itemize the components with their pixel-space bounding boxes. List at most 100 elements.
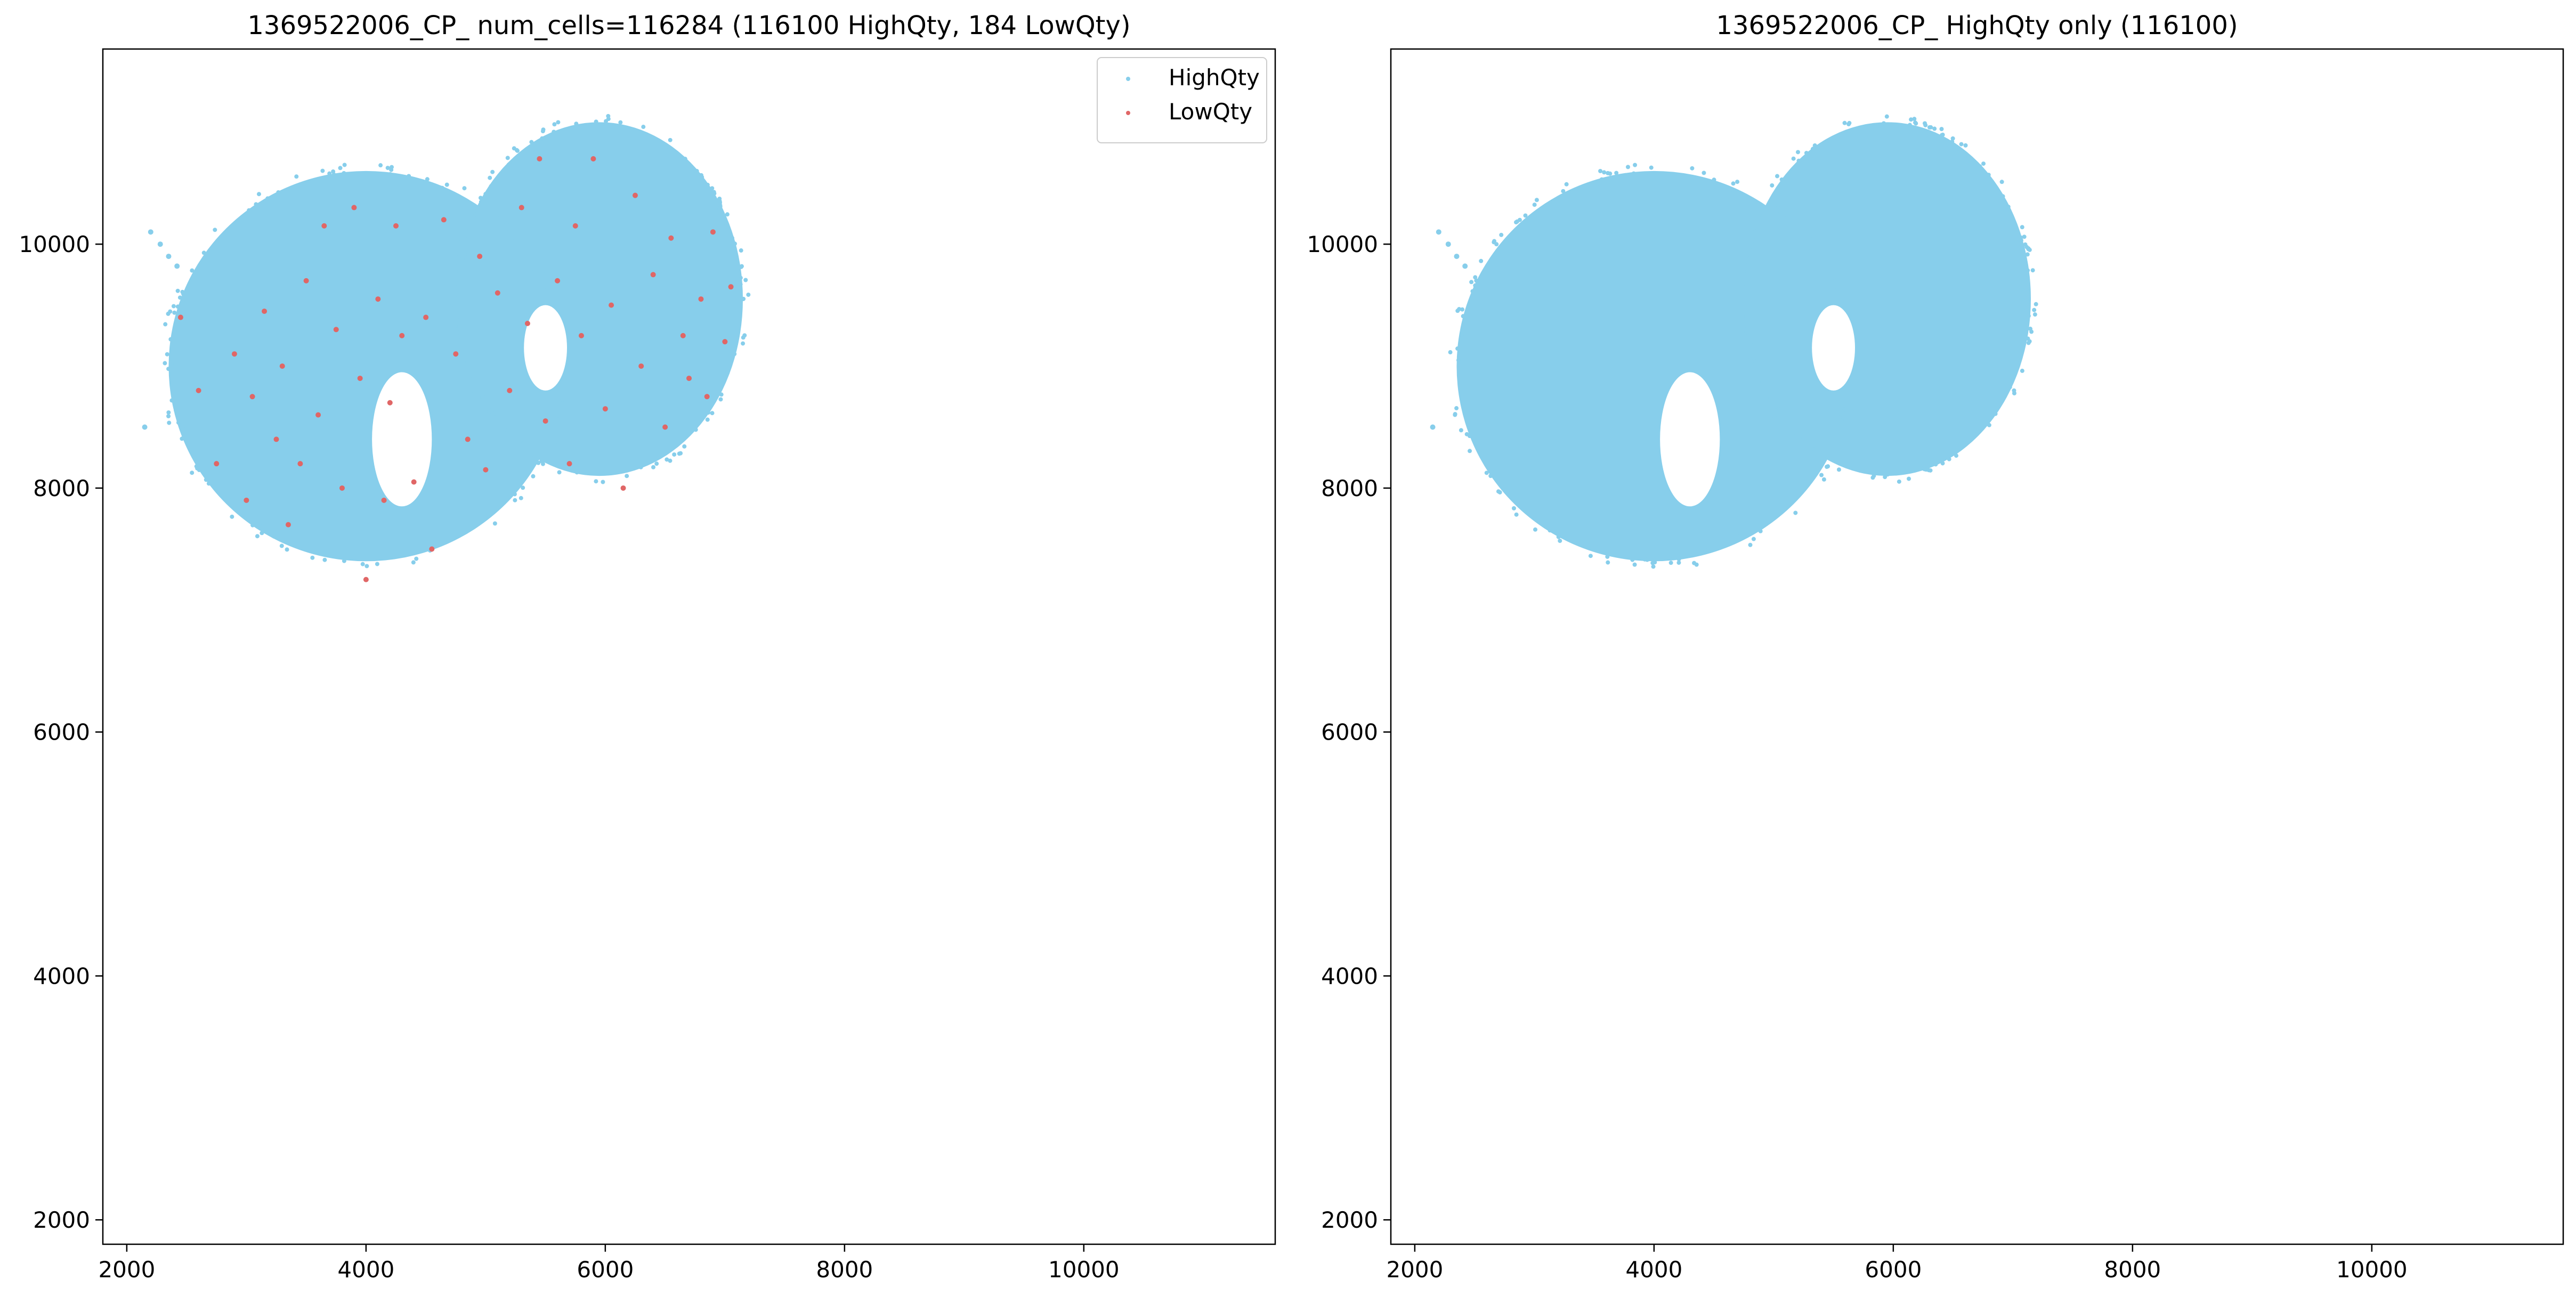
highqty-point [457, 287, 461, 292]
highqty-point [1689, 549, 1694, 554]
highqty-point [1474, 278, 1479, 283]
highqty-point [278, 536, 282, 540]
lowqty-point [339, 485, 345, 491]
highqty-point [1825, 464, 1829, 469]
highqty-point [1533, 527, 1538, 532]
highqty-point [513, 498, 517, 502]
highqty-point [1463, 398, 1468, 403]
highqty-point [322, 557, 327, 562]
highqty-point [2025, 252, 2030, 257]
highqty-point [166, 367, 171, 371]
highqty-point [1923, 121, 1927, 126]
lowqty-point [620, 485, 626, 491]
lowqty-point [542, 418, 548, 424]
highqty-point [458, 198, 463, 203]
highqty-point [1898, 469, 1902, 474]
x-tick-label: 2000 [98, 1257, 155, 1283]
highqty-point [247, 208, 252, 213]
highqty-point [462, 186, 467, 191]
lowqty-point [602, 406, 608, 412]
lowqty-point [387, 400, 393, 406]
highqty-point [1821, 477, 1826, 482]
y-tick-label: 6000 [33, 719, 90, 745]
left-legend: HighQty LowQty [1097, 57, 1267, 143]
highqty-point [1474, 438, 1479, 443]
highqty-point [1854, 355, 1859, 360]
highqty-point [1812, 143, 1817, 148]
highqty-point [1455, 309, 1460, 313]
highqty-point [556, 120, 561, 125]
highqty-point [342, 171, 346, 175]
highqty-point [1824, 140, 1829, 144]
highqty-point [256, 192, 261, 197]
highqty-point [1760, 378, 1764, 383]
highqty-point [1910, 468, 1915, 473]
highqty-point [1831, 136, 1836, 141]
y-tick-label: 10000 [19, 231, 90, 257]
highqty-point [1741, 336, 1746, 341]
highqty-point [1831, 275, 1836, 280]
lowqty-point [333, 327, 339, 333]
highqty-point [1748, 248, 1753, 253]
right-scatter-chart: 1369522006_CP_ HighQty only (116100) 2000… [1307, 11, 2564, 1283]
highqty-point [1993, 411, 1998, 416]
highqty-point [1602, 170, 1607, 175]
highqty-point [1494, 242, 1499, 247]
right-lobe-region [456, 122, 743, 476]
highqty-point [459, 258, 464, 263]
highqty-point [1473, 275, 1478, 280]
highqty-point [606, 471, 611, 475]
highqty-point [1856, 377, 1860, 382]
highqty-point [375, 562, 379, 566]
highqty-point [265, 196, 270, 201]
highqty-point [1808, 450, 1813, 455]
highqty-point [673, 442, 677, 447]
highqty-point [331, 169, 336, 174]
highqty-point [743, 278, 748, 282]
highqty-point [1511, 506, 1516, 510]
highqty-point [677, 451, 682, 456]
highqty-point [169, 398, 174, 403]
y-tick-label: 4000 [33, 963, 90, 989]
highqty-point [388, 172, 393, 177]
highqty-point [1598, 168, 1603, 173]
highqty-point [1588, 554, 1593, 558]
highqty-point [532, 452, 537, 457]
highqty-point [1448, 350, 1453, 355]
y-tick-label: 6000 [1321, 719, 1378, 745]
highqty-point [1668, 561, 1673, 565]
lowqty-point [453, 351, 459, 357]
highqty-point [471, 523, 475, 528]
highqty-point [457, 253, 462, 257]
highqty-point [739, 264, 744, 269]
highqty-point [342, 558, 346, 563]
highqty-point [1643, 173, 1648, 177]
highqty-point [1514, 219, 1519, 224]
highqty-point [461, 359, 466, 363]
highqty-point [167, 420, 172, 425]
lowqty-point [572, 223, 578, 229]
highqty-point [717, 196, 722, 201]
lowqty-point [590, 156, 596, 161]
left-axes-frame [102, 48, 1276, 1245]
highqty-point [1883, 475, 1888, 480]
highqty-point [1884, 114, 1889, 119]
highqty-point [1819, 473, 1824, 477]
lowqty-point [441, 217, 447, 223]
right-axes-frame [1390, 48, 2564, 1245]
highqty-point [1536, 210, 1541, 215]
highqty-point [1912, 117, 1917, 121]
highqty-point [1492, 239, 1497, 244]
highqty-point [1650, 561, 1655, 565]
highqty-point [488, 175, 492, 180]
highqty-point [1445, 241, 1451, 247]
highqty-point [1797, 436, 1802, 441]
highqty-point [705, 417, 710, 422]
highqty-point [1837, 415, 1842, 420]
highqty-point [2027, 339, 2032, 344]
x-tick-label: 10000 [2336, 1257, 2408, 1283]
highqty-point [1999, 180, 2004, 184]
highqty-point [1751, 237, 1755, 242]
highqty-point [1775, 174, 1780, 179]
